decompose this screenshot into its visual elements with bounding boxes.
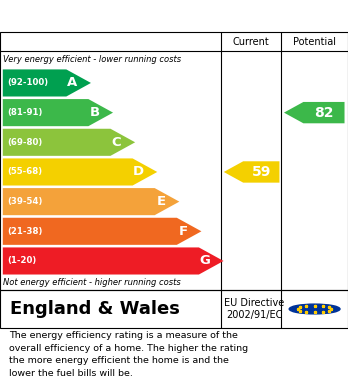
Polygon shape [284,102,345,123]
Text: D: D [133,165,144,178]
Text: (69-80): (69-80) [7,138,42,147]
Text: (81-91): (81-91) [7,108,42,117]
Text: A: A [67,77,78,90]
Text: Not energy efficient - higher running costs: Not energy efficient - higher running co… [3,278,181,287]
Text: The energy efficiency rating is a measure of the
overall efficiency of a home. T: The energy efficiency rating is a measur… [9,331,248,378]
Polygon shape [3,99,113,126]
Polygon shape [3,188,179,215]
Text: C: C [112,136,121,149]
Text: 82: 82 [314,106,334,120]
Text: Energy Efficiency Rating: Energy Efficiency Rating [10,9,232,23]
Text: England & Wales: England & Wales [10,300,180,318]
Polygon shape [224,161,279,183]
Text: Potential: Potential [293,37,336,47]
Text: Very energy efficient - lower running costs: Very energy efficient - lower running co… [3,55,182,64]
Polygon shape [3,158,157,185]
Text: (92-100): (92-100) [7,79,48,88]
Text: (1-20): (1-20) [7,256,36,265]
Polygon shape [3,70,91,97]
Text: (55-68): (55-68) [7,167,42,176]
Text: B: B [89,106,100,119]
Polygon shape [3,218,201,245]
Polygon shape [3,248,223,274]
Text: G: G [200,255,211,267]
Text: (39-54): (39-54) [7,197,42,206]
Text: Current: Current [233,37,269,47]
Polygon shape [3,129,135,156]
Text: F: F [179,225,188,238]
Ellipse shape [289,304,340,314]
Text: E: E [156,195,165,208]
Text: 59: 59 [252,165,271,179]
Text: EU Directive
2002/91/EC: EU Directive 2002/91/EC [224,298,285,320]
Text: (21-38): (21-38) [7,227,42,236]
